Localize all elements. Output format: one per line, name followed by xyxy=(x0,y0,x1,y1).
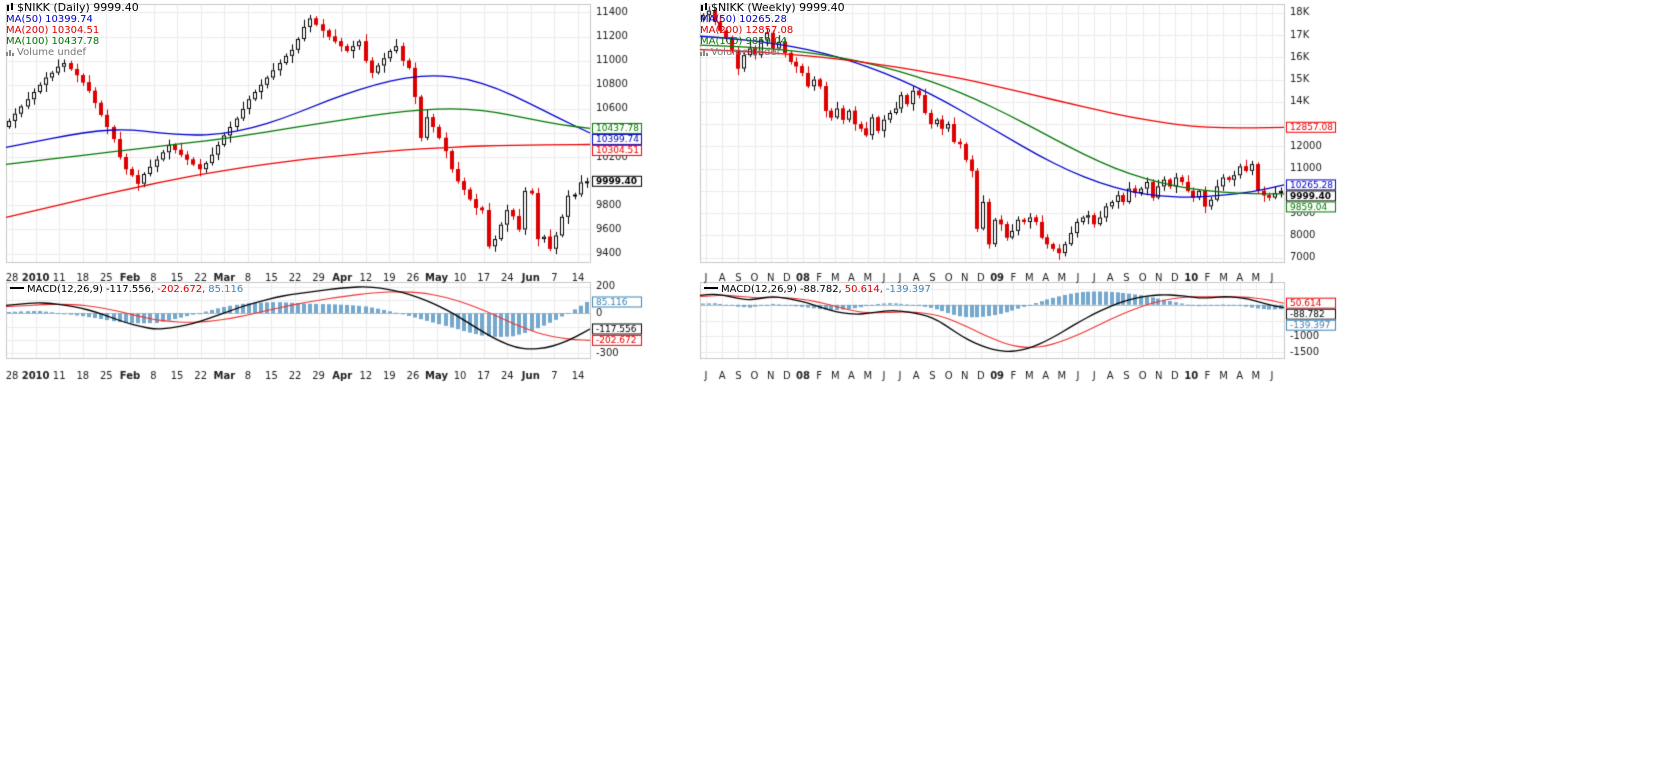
daily-chart-canvas xyxy=(0,0,648,385)
daily-chart-panel: $NIKK (Daily) 9999.40 MA(50) 10399.74 MA… xyxy=(0,0,648,385)
weekly-chart-canvas xyxy=(694,0,1342,385)
weekly-chart-panel: $NIKK (Weekly) 9999.40 MA(50) 10265.28 M… xyxy=(694,0,1342,385)
